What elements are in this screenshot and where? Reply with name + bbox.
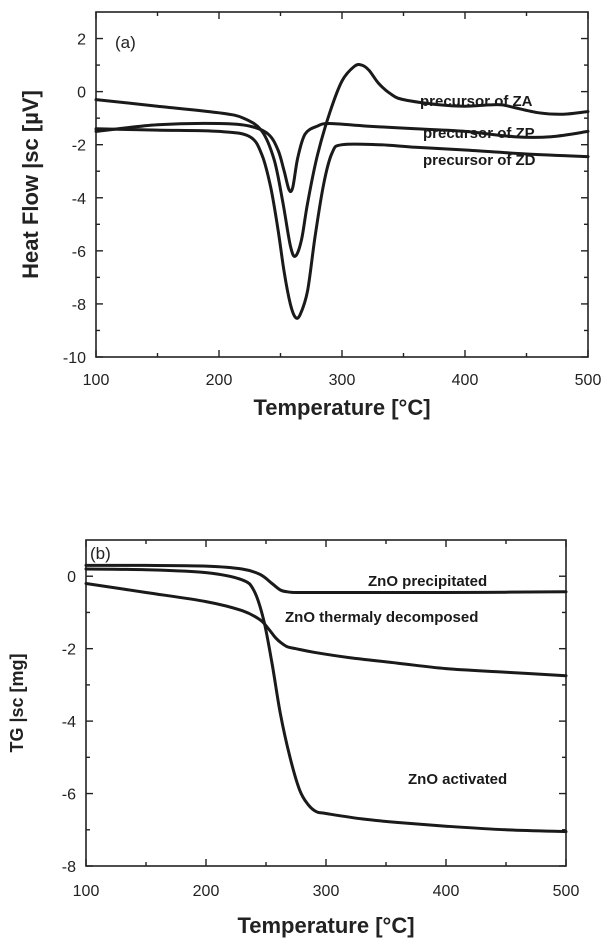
x-tick-label: 100 bbox=[83, 372, 110, 389]
y-axis-title: Heat Flow |sc [µV] bbox=[18, 90, 43, 279]
y-tick-label: 2 bbox=[77, 32, 86, 49]
x-tick-label: 300 bbox=[313, 883, 340, 900]
x-axis-title: Temperature [°C] bbox=[253, 395, 430, 420]
series-line-3 bbox=[84, 567, 568, 834]
y-tick-label: -6 bbox=[62, 787, 76, 804]
series-annotation-1: ZnO precipitated bbox=[368, 573, 487, 590]
series-annotation-1: precursor of ZA bbox=[420, 93, 533, 110]
y-tick-label: 0 bbox=[77, 85, 86, 102]
x-tick-label: 400 bbox=[452, 372, 479, 389]
x-tick-label: 500 bbox=[575, 372, 602, 389]
y-tick-label: -10 bbox=[63, 350, 86, 367]
series-line-1 bbox=[94, 63, 590, 258]
panel-label: (b) bbox=[90, 544, 111, 563]
y-tick-label: -6 bbox=[72, 244, 86, 261]
chart-panel-1: 100 200 300 400 500 -10 -8 -6 -4 -2 0 2 Temperature … bbox=[18, 11, 602, 420]
series-line-3 bbox=[94, 127, 590, 320]
y-tick-label: -2 bbox=[72, 138, 86, 155]
series-line-1 bbox=[84, 563, 568, 595]
y-tick-label: -4 bbox=[72, 191, 86, 208]
x-tick-label: 300 bbox=[329, 372, 356, 389]
y-tick-label: 0 bbox=[67, 569, 76, 586]
plot-frame bbox=[85, 539, 567, 867]
series-line-2 bbox=[94, 121, 590, 194]
series-annotation-3: precursor of ZD bbox=[423, 152, 536, 169]
y-tick-label: -8 bbox=[62, 859, 76, 876]
series-line-2 bbox=[84, 582, 568, 678]
x-tick-label: 200 bbox=[206, 372, 233, 389]
series-annotation-3: ZnO activated bbox=[408, 771, 507, 788]
x-tick-label: 400 bbox=[433, 883, 460, 900]
x-axis-title: Temperature [°C] bbox=[237, 913, 414, 938]
panel-label: (a) bbox=[115, 33, 136, 52]
y-tick-label: -2 bbox=[62, 642, 76, 659]
chart-panel-2: 100 200 300 400 500 -8 -6 -4 -2 0 Temperature [°C]… bbox=[7, 539, 580, 938]
y-axis-title: TG |sc [mg] bbox=[7, 653, 27, 752]
series-annotation-2: ZnO thermaly decomposed bbox=[285, 609, 478, 626]
x-tick-label: 100 bbox=[73, 883, 100, 900]
series-annotation-2: precursor of ZP bbox=[423, 125, 535, 142]
x-tick-label: 200 bbox=[193, 883, 220, 900]
y-tick-label: -8 bbox=[72, 297, 86, 314]
plot-frame bbox=[95, 11, 589, 358]
y-tick-label: -4 bbox=[62, 714, 76, 731]
x-tick-label: 500 bbox=[553, 883, 580, 900]
